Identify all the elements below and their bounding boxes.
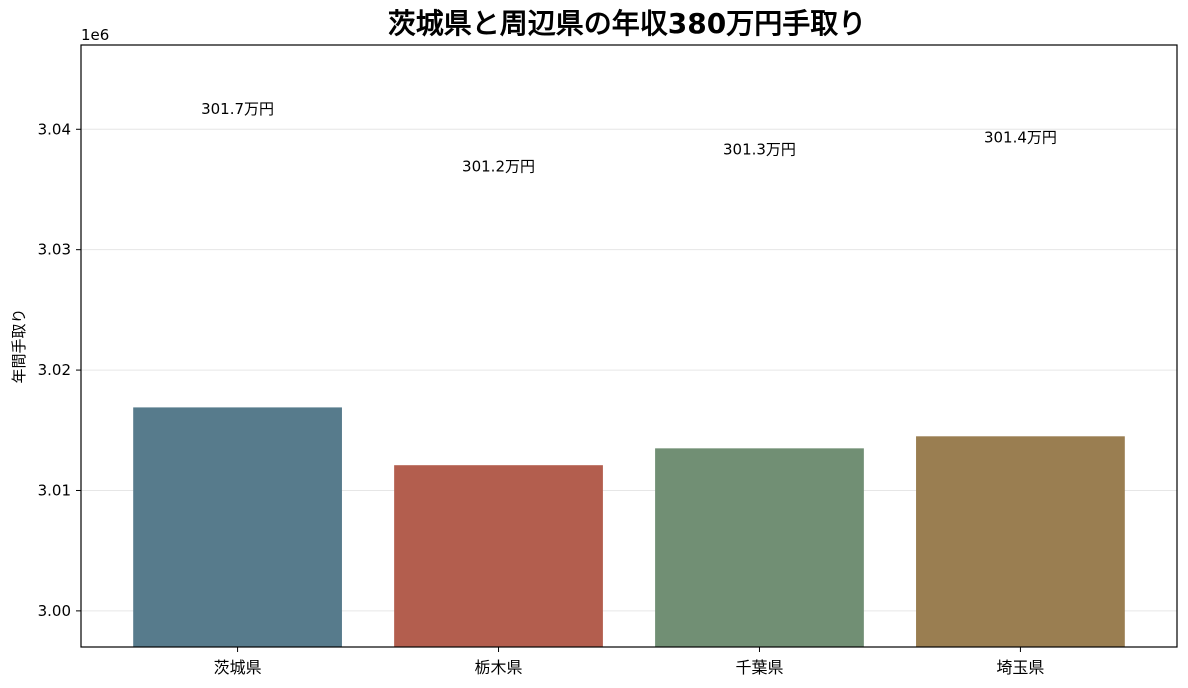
- data-label: 301.4万円: [984, 129, 1057, 147]
- y-tick-label: 3.00: [38, 602, 71, 620]
- data-label: 301.7万円: [201, 100, 274, 118]
- y-tick-label: 3.01: [38, 481, 71, 499]
- x-tick-label: 千葉県: [735, 658, 783, 677]
- x-tick-label: 埼玉県: [996, 658, 1044, 677]
- plot-frame: [80, 44, 1178, 648]
- data-label: 301.3万円: [723, 141, 796, 159]
- bar: [394, 465, 603, 647]
- data-label: 301.2万円: [462, 158, 535, 176]
- y-tick-label: 3.04: [38, 120, 71, 138]
- y-tick-label: 3.02: [38, 361, 71, 379]
- chart-title: 茨城県と周辺県の年収380万円手取り: [388, 7, 866, 40]
- bar: [133, 407, 342, 647]
- y-offset-label: 1e6: [81, 26, 109, 44]
- y-axis-ticks: 3.00 3.01 3.02 3.03 3.04: [38, 120, 81, 620]
- bar: [655, 448, 864, 647]
- bar: [916, 436, 1125, 647]
- x-tick-label: 栃木県: [475, 658, 523, 677]
- y-tick-label: 3.03: [38, 241, 71, 259]
- data-labels: 301.7万円 301.2万円 301.3万円 301.4万円: [201, 100, 1057, 176]
- x-tick-label: 茨城県: [214, 658, 262, 677]
- x-axis-ticks: 茨城県 栃木県 千葉県 埼玉県: [214, 647, 1044, 677]
- bars: [133, 407, 1125, 647]
- y-axis-label: 年間手取り: [10, 308, 28, 383]
